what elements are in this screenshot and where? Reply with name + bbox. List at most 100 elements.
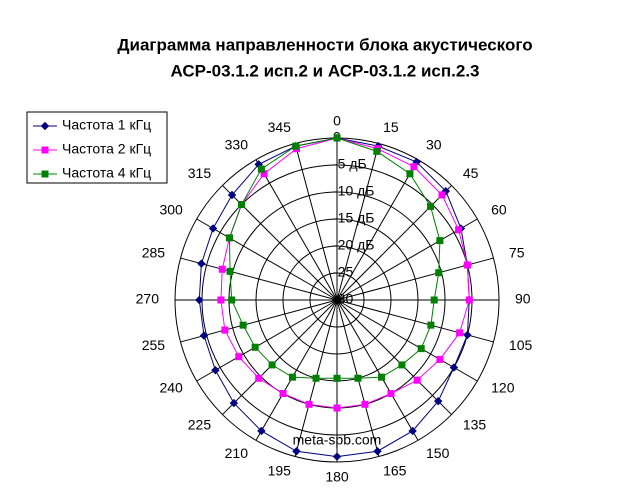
marker (197, 259, 206, 268)
angle-label: 90 (515, 291, 531, 307)
spoke (222, 299, 338, 415)
marker (292, 447, 301, 456)
spoke (196, 218, 338, 301)
legend-marker (41, 146, 49, 154)
r-tick-label: -10 дБ (333, 183, 374, 199)
marker (305, 400, 313, 408)
spoke (255, 159, 338, 301)
marker (195, 295, 204, 305)
marker (279, 390, 287, 398)
marker (225, 234, 233, 242)
marker (387, 390, 395, 398)
legend-label: Частота 1 кГц (62, 117, 151, 133)
marker (463, 261, 471, 269)
marker (208, 224, 218, 233)
spoke (336, 143, 380, 301)
marker (433, 396, 443, 406)
marker (257, 165, 265, 173)
spoke (336, 218, 478, 301)
angle-label: 105 (509, 337, 533, 353)
marker (449, 363, 459, 372)
marker (408, 426, 417, 436)
legend-label: Частота 2 кГц (62, 141, 151, 157)
angle-label: 165 (383, 463, 407, 479)
legend-marker (40, 121, 50, 131)
spoke (336, 299, 419, 441)
marker (226, 267, 234, 275)
marker (288, 373, 296, 381)
marker (221, 326, 229, 334)
marker (312, 374, 320, 382)
marker (332, 452, 342, 461)
marker (199, 331, 209, 340)
marker (235, 353, 243, 361)
legend-label: Частота 4 кГц (62, 165, 151, 181)
angle-label: 195 (268, 463, 292, 479)
legend-box (26, 111, 168, 184)
r-tick-label: -20 дБ (333, 237, 374, 253)
marker (398, 361, 406, 369)
marker (257, 426, 266, 436)
marker (251, 343, 259, 351)
angle-label: 285 (142, 245, 166, 261)
angle-label: 75 (509, 245, 525, 261)
angle-label: 225 (188, 417, 212, 433)
spoke (336, 299, 452, 415)
marker (292, 142, 300, 150)
marker (378, 373, 386, 381)
angle-label: 255 (142, 337, 166, 353)
marker (227, 190, 237, 200)
angle-label: 315 (188, 165, 212, 181)
angle-label: 330 (225, 137, 249, 153)
marker (228, 296, 236, 304)
spoke (196, 299, 338, 382)
marker (333, 134, 341, 142)
marker (361, 400, 369, 408)
spoke (180, 257, 338, 301)
r-tick-label: -5 дБ (333, 156, 367, 172)
marker (218, 265, 226, 273)
marker (211, 365, 220, 375)
angle-label: 240 (159, 380, 183, 396)
angle-label: 0 (333, 113, 341, 129)
marker (435, 269, 443, 277)
angle-label: 135 (463, 417, 487, 433)
marker (413, 376, 421, 384)
marker (430, 296, 438, 304)
marker (268, 361, 276, 369)
angle-label: 210 (225, 445, 249, 461)
marker (333, 374, 341, 382)
marker (229, 398, 239, 408)
angle-label: 180 (325, 469, 349, 485)
marker (255, 374, 263, 382)
angle-label: 15 (383, 119, 399, 135)
marker (354, 374, 362, 382)
marker (465, 296, 473, 304)
spoke (336, 159, 419, 301)
marker (463, 330, 472, 340)
marker (217, 296, 225, 304)
marker (239, 321, 247, 329)
angle-label: 300 (159, 202, 183, 218)
marker (438, 191, 446, 199)
r-tick-label: -25 (333, 264, 353, 280)
angle-label: 270 (136, 291, 160, 307)
spoke (294, 143, 338, 301)
angle-label: 120 (491, 380, 515, 396)
angle-label: 60 (491, 202, 507, 218)
marker (455, 226, 463, 234)
marker (427, 321, 435, 329)
r-tick-label: -15 дБ (333, 210, 374, 226)
marker (456, 329, 464, 337)
legend-marker (41, 170, 49, 178)
marker (373, 447, 382, 456)
angle-label: 45 (463, 165, 479, 181)
marker (406, 170, 414, 178)
marker (427, 202, 435, 210)
angle-label: 150 (426, 445, 450, 461)
marker (238, 201, 246, 209)
marker (410, 163, 418, 171)
r-tick-label: -30 (333, 291, 353, 307)
